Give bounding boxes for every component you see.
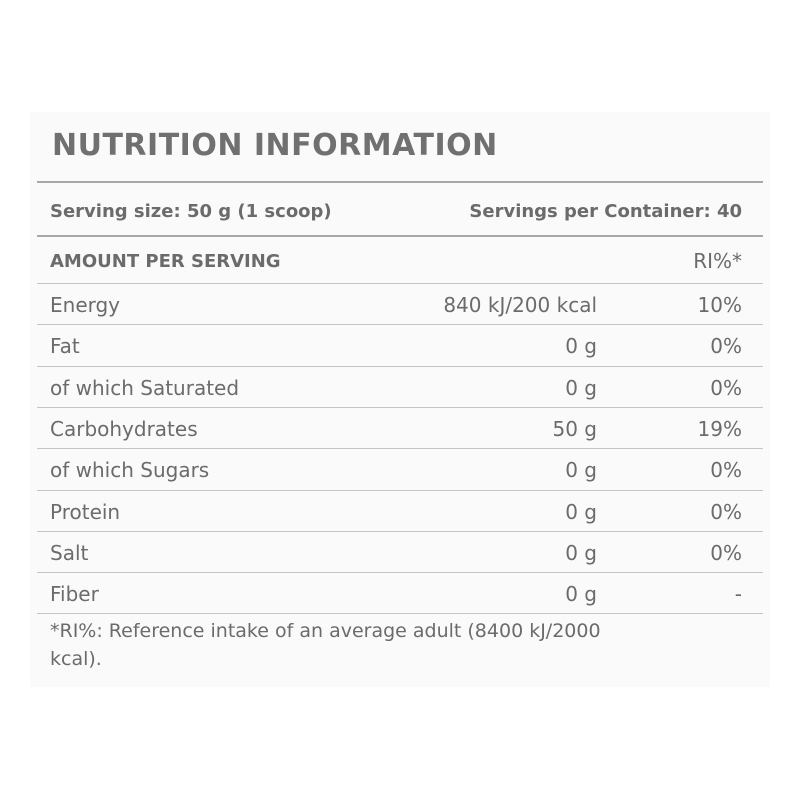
cell: 0 g <box>565 375 597 400</box>
cell: 0 g <box>565 458 597 483</box>
cell: Carbohydrates <box>50 416 198 441</box>
divider <box>37 572 763 574</box>
header-row: AMOUNT PER SERVING RI%* <box>50 241 742 281</box>
divider <box>37 406 763 408</box>
table-row: of which Sugars 0 g 0% <box>50 450 742 490</box>
title: NUTRITION INFORMATION <box>52 128 498 163</box>
cell: 840 kJ/200 kcal <box>443 293 597 317</box>
cell: 10% <box>697 293 742 317</box>
divider <box>37 181 763 183</box>
cell: Protein <box>50 499 121 524</box>
divider <box>37 530 763 532</box>
cell: of which Sugars <box>50 458 210 483</box>
divider <box>37 365 763 367</box>
cell: 0 g <box>565 334 597 359</box>
table-row: Salt 0 g 0% <box>50 533 742 573</box>
table-row: Fat 0 g 0% <box>50 326 742 366</box>
serving-row: Serving size: 50 g (1 scoop) Servings pe… <box>50 191 742 231</box>
divider <box>37 235 763 237</box>
cell: 0% <box>710 375 742 400</box>
cell: 0% <box>710 540 742 565</box>
cell: 0 g <box>565 499 597 524</box>
cell: 0% <box>710 458 742 483</box>
divider <box>37 324 763 326</box>
divider <box>37 448 763 450</box>
cell: - <box>734 582 742 607</box>
divider <box>37 489 763 491</box>
column-header: AMOUNT PER SERVING <box>50 250 281 272</box>
column-header: RI%* <box>693 249 742 273</box>
cell: 0% <box>710 334 742 359</box>
cell: Energy <box>50 293 121 317</box>
divider <box>37 283 763 284</box>
divider <box>37 613 763 615</box>
table-row: of which Saturated 0 g 0% <box>50 368 742 408</box>
cell: 19% <box>697 416 742 441</box>
serving-size: Serving size: 50 g (1 scoop) <box>50 200 332 222</box>
servings-per-container: Servings per Container: 40 <box>469 200 742 222</box>
table-row: Energy 840 kJ/200 kcal 10% <box>50 285 742 325</box>
footnote: *RI%: Reference intake of an average adu… <box>50 620 601 670</box>
cell: 0 g <box>565 540 597 565</box>
cell: Salt <box>50 540 89 565</box>
table-row: Fiber 0 g - <box>50 574 742 614</box>
cell: 0% <box>710 499 742 524</box>
table-row: Carbohydrates 50 g 19% <box>50 409 742 449</box>
cell: of which Saturated <box>50 375 240 400</box>
cell: 0 g <box>565 582 597 607</box>
cell: Fiber <box>50 582 99 607</box>
cell: 50 g <box>552 416 597 441</box>
panel <box>30 112 770 687</box>
table-row: Protein 0 g 0% <box>50 492 742 532</box>
cell: Fat <box>50 334 80 359</box>
